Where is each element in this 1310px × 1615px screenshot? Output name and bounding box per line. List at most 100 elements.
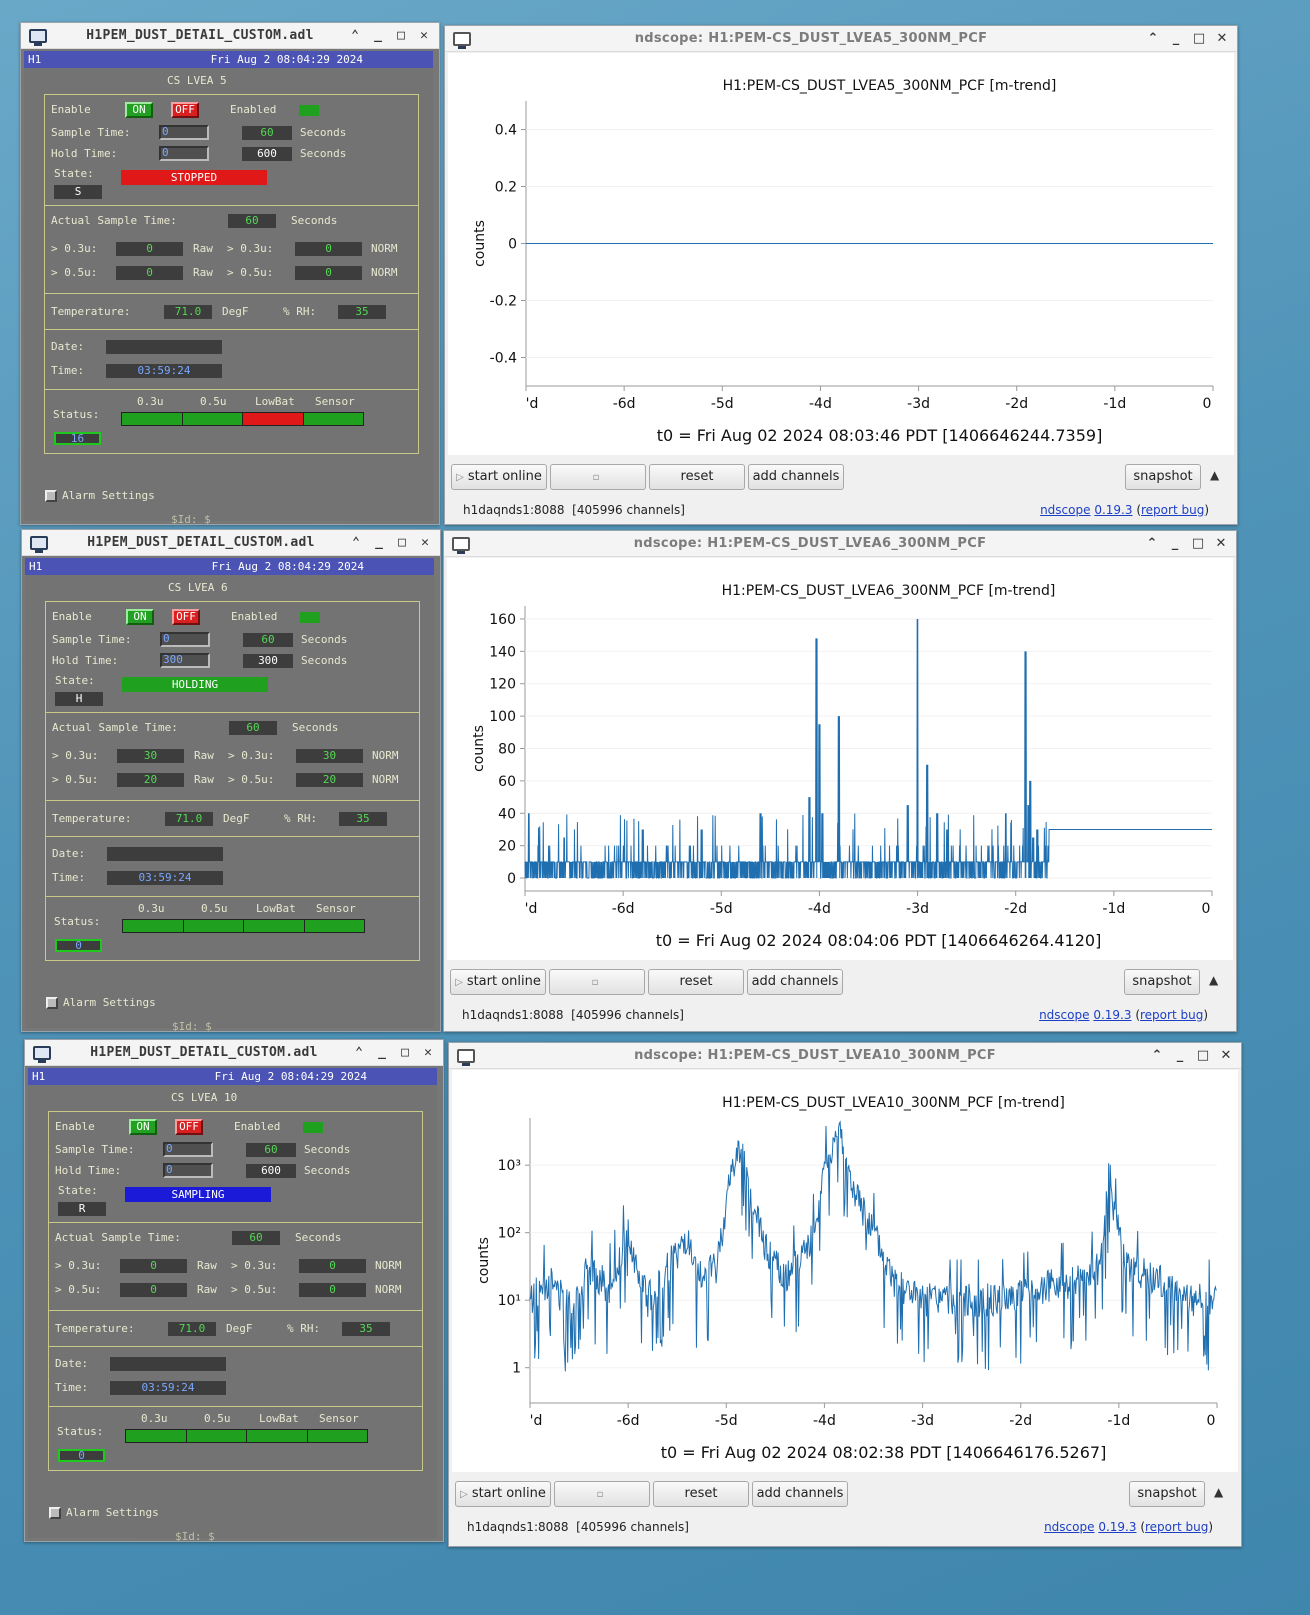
close-icon[interactable]: ✕ [1216, 31, 1228, 46]
minimize-icon[interactable]: _ [1171, 536, 1179, 551]
title-bar[interactable]: ndscope: H1:PEM-CS_DUST_LVEA10_300NM_PCF… [449, 1043, 1241, 1069]
x-tick-label: 'd [525, 901, 538, 917]
hold-time-input[interactable]: 300 [160, 653, 210, 668]
x-tick-label: 0 [1203, 396, 1212, 412]
alarm-settings-checkbox[interactable] [46, 996, 58, 1009]
report-bug-link[interactable]: report bug [1145, 1520, 1209, 1534]
enable-label: Enable [51, 103, 91, 116]
start-online-label: start online [466, 974, 541, 989]
reset-button[interactable]: reset [653, 1481, 749, 1507]
sample-time-input[interactable]: 0 [159, 125, 209, 140]
status-sensor-indicator [307, 1430, 367, 1442]
shade-icon[interactable]: ⌃ [355, 1045, 363, 1060]
shade-icon[interactable]: ⌃ [1151, 1048, 1163, 1063]
close-icon[interactable]: ✕ [420, 28, 428, 43]
plot-area[interactable]: H1:PEM-CS_DUST_LVEA10_300NM_PCF [m-trend… [452, 1070, 1238, 1472]
title-bar[interactable]: H1PEM_DUST_DETAIL_CUSTOM.adl ⌃ _ □ ✕ [25, 1040, 443, 1066]
version-link[interactable]: 0.19.3 [1093, 1008, 1132, 1022]
plot[interactable]: H1:PEM-CS_DUST_LVEA5_300NM_PCF [m-trend]… [448, 53, 1234, 455]
sample-time-input[interactable]: 0 [160, 632, 210, 647]
status-03-indicator [126, 1430, 187, 1442]
title-bar[interactable]: ndscope: H1:PEM-CS_DUST_LVEA5_300NM_PCF … [445, 26, 1237, 52]
hold-time-input[interactable]: 0 [163, 1163, 213, 1178]
raw-label: Raw [194, 773, 214, 786]
plot-area[interactable]: H1:PEM-CS_DUST_LVEA5_300NM_PCF [m-trend]… [448, 53, 1234, 455]
off-button[interactable]: OFF [172, 609, 200, 625]
y-tick-label: 10² [498, 1226, 521, 1242]
close-icon[interactable]: ✕ [1220, 1048, 1232, 1063]
close-icon[interactable]: ✕ [424, 1045, 432, 1060]
snapshot-button[interactable]: snapshot [1129, 1481, 1205, 1507]
maximize-icon[interactable]: □ [401, 1045, 409, 1060]
start-online-button[interactable]: ▷ start online [451, 464, 547, 490]
title-bar[interactable]: ndscope: H1:PEM-CS_DUST_LVEA6_300NM_PCF … [444, 531, 1236, 557]
add-channels-button[interactable]: add channels [748, 464, 844, 490]
ndscope-link[interactable]: ndscope [1044, 1520, 1095, 1534]
collapse-icon[interactable]: ▲ [1209, 973, 1219, 987]
status-lowbat-label: LowBat [255, 395, 295, 408]
shade-icon[interactable]: ⌃ [1146, 536, 1158, 551]
plot-area[interactable]: H1:PEM-CS_DUST_LVEA6_300NM_PCF [m-trend]… [447, 558, 1233, 960]
start-online-button[interactable]: ▷ start online [450, 969, 546, 995]
on-button[interactable]: ON [129, 1119, 157, 1135]
maximize-icon[interactable]: □ [1196, 1048, 1210, 1063]
alarm-settings[interactable]: Alarm Settings [49, 1506, 159, 1519]
add-channels-button[interactable]: add channels [752, 1481, 848, 1507]
alarm-settings[interactable]: Alarm Settings [46, 996, 156, 1009]
version-link[interactable]: 0.19.3 [1094, 503, 1133, 517]
maximize-icon[interactable]: □ [397, 28, 405, 43]
ndscope-link[interactable]: ndscope [1040, 503, 1091, 517]
alarm-settings[interactable]: Alarm Settings [45, 489, 155, 502]
shade-icon[interactable]: ⌃ [1147, 31, 1159, 46]
state-letter: R [58, 1202, 106, 1216]
snapshot-button[interactable]: snapshot [1124, 969, 1200, 995]
alarm-settings-checkbox[interactable] [45, 489, 57, 502]
maximize-icon[interactable]: □ [1192, 31, 1206, 46]
maximize-icon[interactable]: □ [398, 535, 406, 550]
start-online-button[interactable]: ▷ start online [455, 1481, 551, 1507]
sample-time-value: 60 [246, 1143, 296, 1157]
plot[interactable]: H1:PEM-CS_DUST_LVEA6_300NM_PCF [m-trend]… [447, 558, 1233, 960]
version-link[interactable]: 0.19.3 [1098, 1520, 1137, 1534]
time-value: 03:59:24 [106, 364, 222, 378]
y-axis-label: counts [471, 725, 487, 772]
toolbar: ▷ start online ▫ reset add channels snaps… [447, 967, 1233, 999]
collapse-icon[interactable]: ▲ [1214, 1485, 1224, 1499]
minimize-icon[interactable]: _ [1172, 31, 1180, 46]
title-bar[interactable]: H1PEM_DUST_DETAIL_CUSTOM.adl ⌃ _ □ ✕ [22, 530, 440, 556]
minimize-icon[interactable]: _ [1176, 1048, 1184, 1063]
status-03-indicator [122, 413, 183, 425]
collapse-icon[interactable]: ▲ [1210, 468, 1220, 482]
plot[interactable]: H1:PEM-CS_DUST_LVEA10_300NM_PCF [m-trend… [452, 1070, 1238, 1472]
on-button[interactable]: ON [126, 609, 154, 625]
off-button[interactable]: OFF [175, 1119, 203, 1135]
add-channels-button[interactable]: add channels [747, 969, 843, 995]
ndscope-link[interactable]: ndscope [1039, 1008, 1090, 1022]
reset-button[interactable]: reset [649, 464, 745, 490]
minimize-icon[interactable]: _ [375, 535, 383, 550]
reset-button[interactable]: reset [648, 969, 744, 995]
p05-norm-value: 0 [295, 266, 362, 280]
status-count: 0 [58, 1449, 105, 1462]
title-bar[interactable]: H1PEM_DUST_DETAIL_CUSTOM.adl ⌃ _ □ ✕ [21, 23, 439, 49]
alarm-settings-checkbox[interactable] [49, 1506, 61, 1519]
maximize-icon[interactable]: □ [1191, 536, 1205, 551]
report-bug-link[interactable]: report bug [1141, 503, 1205, 517]
report-bug-link[interactable]: report bug [1140, 1008, 1204, 1022]
snapshot-button[interactable]: snapshot [1125, 464, 1201, 490]
section-title: CS LVEA 5 [167, 74, 227, 87]
off-button[interactable]: OFF [171, 102, 199, 118]
p03-norm-label: > 0.3u: [231, 1259, 278, 1272]
status-count: 0 [55, 939, 102, 952]
minimize-icon[interactable]: _ [374, 28, 382, 43]
close-icon[interactable]: ✕ [421, 535, 429, 550]
p03-norm-value: 30 [296, 749, 363, 763]
hold-time-input[interactable]: 0 [159, 146, 209, 161]
close-icon[interactable]: ✕ [1215, 536, 1227, 551]
minimize-icon[interactable]: _ [378, 1045, 386, 1060]
on-button[interactable]: ON [125, 102, 153, 118]
shade-icon[interactable]: ⌃ [351, 28, 359, 43]
rh-label: % RH: [284, 812, 318, 825]
sample-time-input[interactable]: 0 [163, 1142, 213, 1157]
shade-icon[interactable]: ⌃ [352, 535, 360, 550]
